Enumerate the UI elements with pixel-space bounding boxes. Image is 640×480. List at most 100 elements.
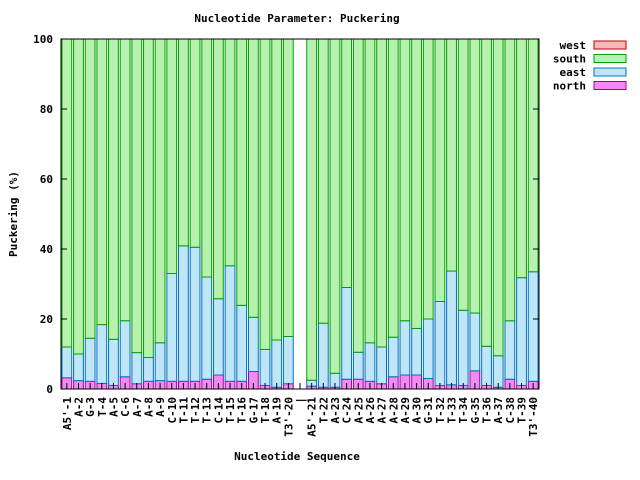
bar-segment-east-39 bbox=[516, 277, 527, 387]
bar-segment-south-25 bbox=[352, 38, 364, 353]
x-tick-label: A-28 bbox=[387, 397, 400, 424]
x-tick-label: C-10 bbox=[166, 397, 179, 424]
bar-segment-south-1 bbox=[73, 38, 84, 355]
x-tick-label: T-12 bbox=[189, 397, 202, 424]
x-tick-label: A-25 bbox=[352, 397, 365, 424]
bar-segment-east-16 bbox=[247, 316, 259, 372]
bar-segment-east-9 bbox=[166, 273, 178, 382]
x-tick-label: T-32 bbox=[434, 397, 447, 424]
x-tick-label: A-8 bbox=[142, 397, 155, 417]
x-tick-label: T-33 bbox=[446, 397, 459, 424]
x-tick-label: A-23 bbox=[329, 397, 342, 424]
y-tick-label: 20 bbox=[40, 313, 53, 326]
bars-layer bbox=[61, 38, 539, 390]
bar-segment-south-33 bbox=[446, 38, 457, 272]
bar-segment-south-22 bbox=[317, 38, 329, 324]
bar-segment-east-8 bbox=[154, 342, 166, 382]
bar-segment-east-17 bbox=[259, 348, 271, 387]
x-tick-label: T-15 bbox=[224, 397, 237, 424]
bar-segment-south-27 bbox=[376, 38, 387, 348]
bar-segment-east-19 bbox=[282, 336, 294, 385]
bar-segment-south-39 bbox=[516, 38, 527, 279]
y-axis: 0 20 40 60 80 100 bbox=[33, 33, 539, 396]
bar-segment-south-7 bbox=[143, 38, 154, 358]
bar-segment-east-36 bbox=[481, 345, 492, 386]
bar-segment-south-36 bbox=[481, 38, 492, 347]
bar-segment-south-37 bbox=[492, 38, 504, 357]
bar-segment-east-22 bbox=[317, 322, 329, 388]
bar-segment-south-26 bbox=[364, 38, 376, 344]
bar-segment-south-16 bbox=[247, 38, 259, 318]
bar-segment-south-38 bbox=[504, 38, 516, 322]
bar-segment-east-37 bbox=[492, 355, 504, 388]
y-axis-label: Puckering (%) bbox=[7, 171, 20, 257]
chart-title: Nucleotide Parameter: Puckering bbox=[194, 12, 399, 25]
bar-segment-south-30 bbox=[411, 38, 422, 329]
bar-segment-east-28 bbox=[387, 336, 399, 378]
bar-segment-east-24 bbox=[341, 287, 353, 380]
bar-segment-south-10 bbox=[178, 38, 189, 247]
x-axis-label: Nucleotide Sequence bbox=[234, 450, 360, 463]
bar-segment-south-0 bbox=[61, 38, 73, 348]
y-tick-label: 40 bbox=[40, 243, 53, 256]
x-tick-label: A5'-1 bbox=[61, 397, 74, 430]
bar-segment-east-12 bbox=[201, 276, 213, 380]
x-tick-label: A5'-21 bbox=[306, 397, 319, 437]
bar-segment-east-18 bbox=[271, 339, 283, 388]
bar-segment-east-3 bbox=[96, 324, 108, 384]
legend-label-west: west bbox=[560, 39, 587, 52]
bar-segment-south-12 bbox=[201, 38, 213, 278]
bar-segment-east-32 bbox=[434, 301, 446, 386]
bar-segment-east-31 bbox=[422, 318, 434, 379]
y-tick-label: 60 bbox=[40, 173, 53, 186]
bar-segment-east-14 bbox=[224, 265, 236, 382]
bar-segment-east-11 bbox=[189, 246, 201, 382]
bar-segment-south-9 bbox=[166, 38, 178, 274]
legend-swatch-west bbox=[593, 40, 627, 50]
x-tick-label: G-35 bbox=[469, 397, 482, 424]
bar-segment-south-6 bbox=[131, 38, 143, 354]
x-tick-label: A-29 bbox=[399, 397, 412, 424]
legend-swatch-east bbox=[593, 67, 627, 77]
bar-segment-south-35 bbox=[469, 38, 481, 314]
x-tick-label: G-3 bbox=[84, 397, 97, 417]
x-tick-label: T-22 bbox=[317, 397, 330, 424]
x-tick-label: A-9 bbox=[154, 397, 167, 417]
bar-segment-east-38 bbox=[504, 320, 516, 380]
bar-segment-east-35 bbox=[469, 312, 481, 372]
y-tick-label: 0 bbox=[46, 383, 53, 396]
x-tick-label: A-37 bbox=[492, 397, 505, 424]
bar-segment-east-10 bbox=[178, 245, 189, 382]
legend-swatch-south bbox=[593, 54, 627, 63]
bar-segment-east-0 bbox=[61, 346, 73, 379]
bar-segment-south-18 bbox=[271, 38, 283, 341]
bar-segment-south-3 bbox=[96, 38, 108, 326]
x-tick-label: A-5 bbox=[107, 397, 120, 417]
bar-segment-east-6 bbox=[131, 352, 143, 385]
x-tick-label: C-14 bbox=[212, 397, 225, 424]
x-tick-label: T-11 bbox=[177, 397, 190, 424]
bar-segment-south-32 bbox=[434, 38, 446, 302]
plot-frame bbox=[60, 38, 540, 390]
x-tick-label: T-13 bbox=[201, 397, 214, 424]
bar-segment-south-4 bbox=[108, 38, 119, 340]
legend-label-north: north bbox=[553, 80, 586, 93]
x-tick-label: | bbox=[294, 397, 307, 404]
x-tick-label: C-38 bbox=[504, 397, 517, 424]
bar-segment-south-17 bbox=[259, 38, 271, 350]
bar-segment-east-30 bbox=[411, 327, 422, 376]
x-tick-label: T-34 bbox=[457, 397, 470, 424]
x-tick-label: T-36 bbox=[481, 397, 494, 424]
legend-swatch-north bbox=[593, 81, 627, 90]
bar-segment-east-2 bbox=[84, 337, 96, 382]
bar-segment-south-8 bbox=[154, 38, 166, 344]
x-axis: A5'-1A-2G-3T-4A-5C-6A-7A-8A-9C-10T-11T-1… bbox=[61, 383, 540, 437]
bar-segment-south-11 bbox=[189, 38, 201, 248]
x-tick-label: C-24 bbox=[341, 397, 354, 424]
x-tick-label: A-2 bbox=[72, 397, 85, 417]
x-tick-label: A-26 bbox=[364, 397, 377, 424]
x-tick-label: G-31 bbox=[422, 397, 435, 424]
bar-segment-south-14 bbox=[224, 38, 236, 267]
